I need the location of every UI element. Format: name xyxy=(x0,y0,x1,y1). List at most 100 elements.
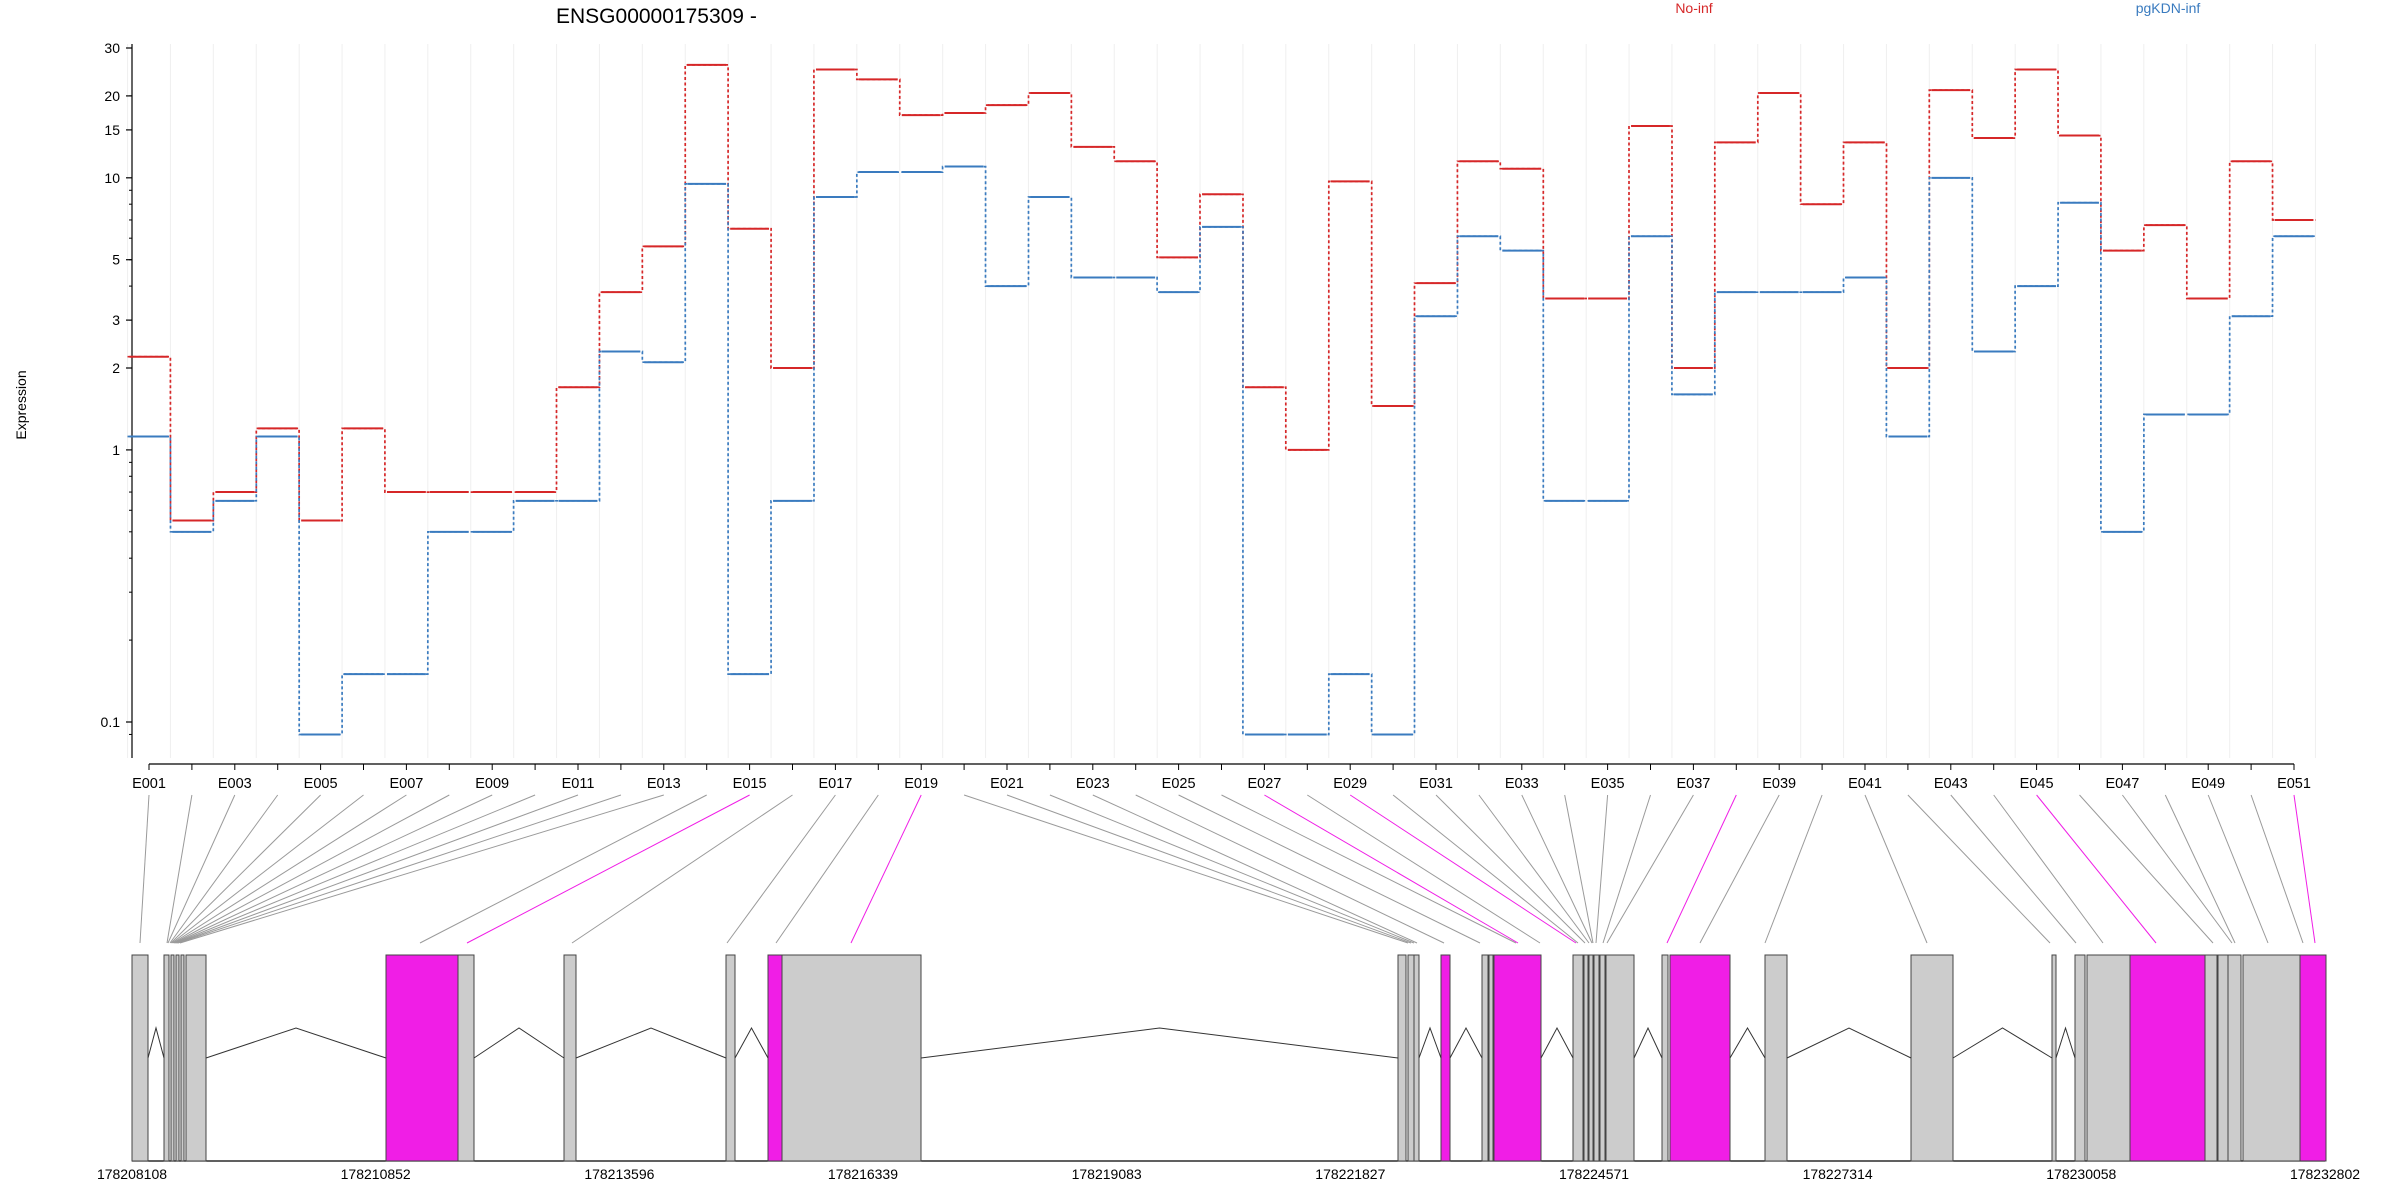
exon-block xyxy=(1588,954,1594,1162)
x-tick-label: E033 xyxy=(1505,776,1539,792)
exon-block xyxy=(2242,954,2301,1162)
exon-block xyxy=(1599,954,1606,1162)
exon-block-highlighted xyxy=(767,954,783,1162)
x-tick-label: E051 xyxy=(2277,776,2311,792)
exon-block xyxy=(1488,954,1494,1162)
x-tick-label: E011 xyxy=(562,776,595,792)
genomic-coordinate-label: 178213596 xyxy=(584,1166,654,1182)
exon-block xyxy=(1764,954,1788,1162)
exon-connector xyxy=(1264,794,1519,944)
exon-block xyxy=(563,954,577,1162)
exon-connector xyxy=(1666,794,1737,944)
chart-title: ENSG00000175309 - xyxy=(556,5,757,28)
exon-block xyxy=(1407,954,1415,1162)
x-tick-label: E045 xyxy=(2020,776,2054,792)
exon-block-highlighted xyxy=(2299,954,2327,1162)
x-tick-label: E049 xyxy=(2191,776,2225,792)
x-tick-label: E027 xyxy=(1247,776,1281,792)
exon-block xyxy=(131,954,149,1162)
x-tick-label: E003 xyxy=(218,776,252,792)
exon-connector xyxy=(850,794,922,944)
x-tick-label: E039 xyxy=(1762,776,1796,792)
exon-connector xyxy=(1595,794,1609,944)
exon-connector xyxy=(1178,794,1481,944)
exon-connector xyxy=(1049,794,1415,944)
exon-block xyxy=(1572,954,1584,1162)
x-tick-label: E047 xyxy=(2105,776,2139,792)
exon-connector xyxy=(1993,794,2104,944)
x-tick-label: E035 xyxy=(1591,776,1625,792)
x-tick-label: E037 xyxy=(1676,776,1710,792)
y-tick-label: 20 xyxy=(104,88,120,104)
exon-connector xyxy=(2164,794,2236,944)
y-tick-label: 1 xyxy=(112,442,120,458)
y-axis-label: Expression xyxy=(13,370,29,439)
x-tick-label: E023 xyxy=(1076,776,1110,792)
intron-chevron xyxy=(1729,1027,1766,1059)
x-tick-label: E005 xyxy=(304,776,338,792)
genomic-coordinate-label: 178224571 xyxy=(1559,1166,1629,1182)
genomic-coordinate-label: 178216339 xyxy=(828,1166,898,1182)
genomic-coordinate-label: 178219083 xyxy=(1072,1166,1142,1182)
exon-connector xyxy=(2036,794,2157,944)
genomic-coordinate-label: 178208108 xyxy=(97,1166,167,1182)
exon-block xyxy=(1661,954,1669,1162)
exon-connector xyxy=(963,794,1409,944)
exon-block-highlighted xyxy=(385,954,459,1162)
exon-connector xyxy=(171,794,364,944)
y-tick-label: 0.1 xyxy=(101,714,121,730)
exon-block-highlighted xyxy=(2129,954,2206,1162)
intron-chevron xyxy=(734,1026,769,1059)
exon-block-highlighted xyxy=(1669,954,1731,1162)
y-tick-label: 2 xyxy=(112,360,120,376)
y-tick-label: 3 xyxy=(112,312,120,328)
exon-connector xyxy=(175,794,536,944)
intron-chevron xyxy=(205,1027,387,1059)
exon-connector xyxy=(571,794,793,944)
exon-block xyxy=(185,954,207,1162)
plot-area: 0.1 1 2 3 5 10 15 20 30 E001 E003 E005 E007 E009 E011 E… xyxy=(97,40,2360,1182)
exon-connector xyxy=(139,794,150,944)
intron-chevron xyxy=(1540,1026,1574,1059)
exon-connector xyxy=(1907,794,2051,944)
exon-connector xyxy=(1564,794,1594,944)
exon-connector xyxy=(2293,794,2316,944)
exon-connector xyxy=(166,794,193,944)
exon-connector xyxy=(2121,794,2233,944)
exon-block xyxy=(781,954,922,1162)
exon-block xyxy=(1481,954,1489,1162)
exon-block xyxy=(1413,954,1420,1162)
legend-entry-no-inf: No-inf xyxy=(1675,0,1712,16)
exon-connector xyxy=(179,794,664,944)
exon-connector xyxy=(1092,794,1418,944)
exon-block xyxy=(170,954,175,1162)
exon-connector xyxy=(1699,794,1780,944)
exon-connector xyxy=(1221,794,1517,944)
intron-chevron xyxy=(575,1027,727,1059)
exon-connector xyxy=(172,794,407,944)
genomic-coordinate-label: 178230058 xyxy=(2046,1166,2116,1182)
legend-entry-pgkdn-inf: pgKDN-inf xyxy=(2136,0,2201,16)
exon-block xyxy=(1605,954,1635,1162)
x-tick-label: E013 xyxy=(647,776,681,792)
exon-block xyxy=(163,954,170,1162)
intron-chevron xyxy=(920,1027,1399,1059)
x-tick-label: E043 xyxy=(1934,776,1968,792)
exon-block xyxy=(457,954,475,1162)
exon-connector xyxy=(1006,794,1412,944)
x-tick-label: E025 xyxy=(1162,776,1196,792)
exon-connector xyxy=(1950,794,2077,944)
exon-connector xyxy=(1349,794,1577,944)
intron-chevron xyxy=(1418,1026,1442,1059)
intron-chevron xyxy=(473,1027,565,1059)
exon-connector xyxy=(2250,794,2304,944)
exon-connector xyxy=(2079,794,2214,944)
intron-chevron xyxy=(1786,1027,1912,1059)
x-tick-label: E029 xyxy=(1333,776,1367,792)
y-tick-label: 30 xyxy=(104,40,120,56)
x-tick-label: E017 xyxy=(818,776,852,792)
exon-connector xyxy=(2207,794,2269,944)
exon-connector xyxy=(167,794,236,944)
exon-block-highlighted xyxy=(1493,954,1542,1162)
exon-connector xyxy=(775,794,879,944)
